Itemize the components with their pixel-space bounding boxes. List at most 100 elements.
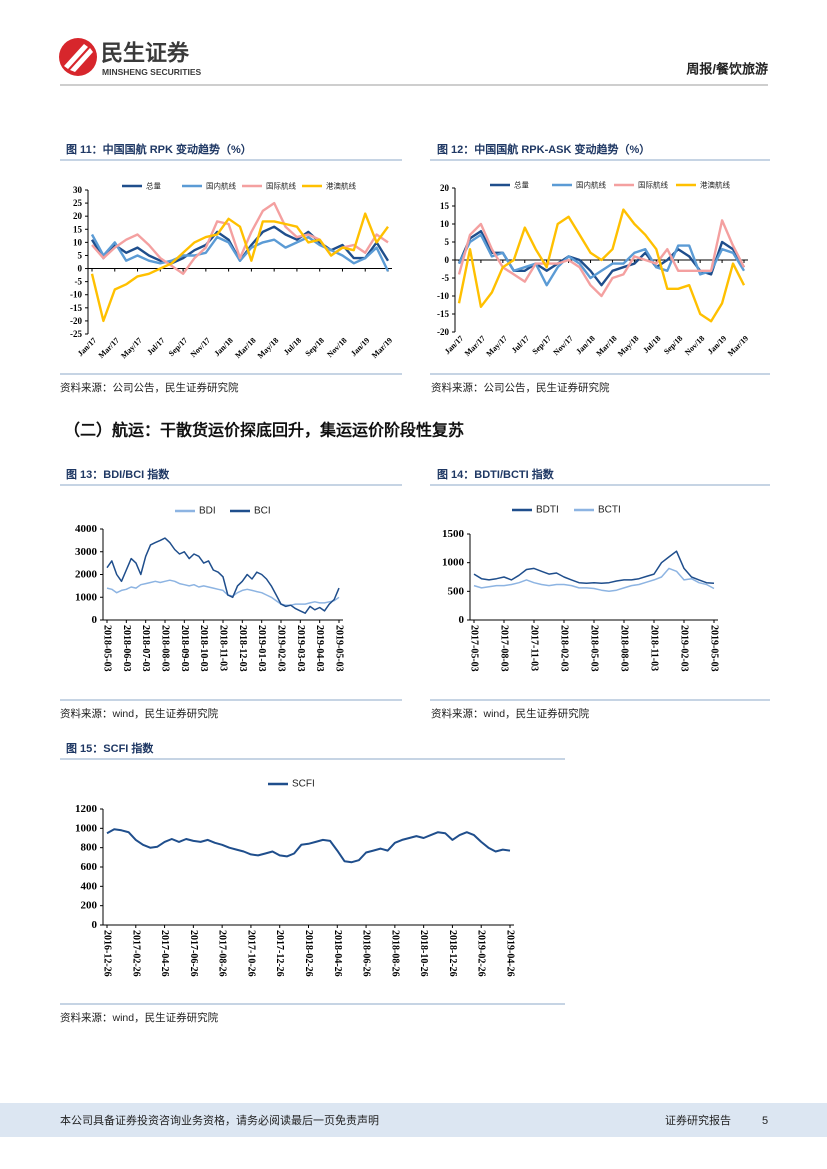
legend-label: BCI [254, 506, 271, 517]
x-tick-label: 2018-09-03 [179, 625, 190, 672]
series-line [457, 208, 746, 323]
y-tick-label: 200 [81, 900, 98, 912]
x-tick-label: 2019-02-03 [276, 625, 287, 672]
x-tick-label: 2018-07-03 [140, 625, 151, 672]
y-tick-label: -10 [437, 291, 449, 301]
x-tick-label: 2019-04-26 [505, 930, 516, 977]
y-tick-label: 5 [78, 250, 83, 260]
brand-en: MINSHENG SECURITIES [102, 67, 202, 77]
x-tick-label: 2019-02-26 [476, 930, 487, 977]
x-tick-label: 2019-01-03 [256, 625, 267, 672]
y-tick-label: 1200 [75, 803, 98, 815]
x-tick-label: 2019-03-03 [295, 625, 306, 672]
y-tick-label: 25 [73, 198, 83, 208]
chart-title: 图 12：中国国航 RPK-ASK 变动趋势（%） [437, 142, 650, 156]
y-tick-label: 10 [73, 237, 83, 247]
y-tick-label: -5 [442, 273, 450, 283]
x-tick-label: 2017-06-26 [188, 930, 199, 977]
footer-band [0, 1103, 827, 1137]
legend-label: 国内航线 [576, 180, 606, 190]
y-tick-label: 4000 [75, 523, 98, 535]
y-tick-label: 2000 [75, 569, 98, 581]
y-tick-label: 5 [445, 237, 450, 247]
y-tick-label: 3000 [75, 546, 98, 558]
y-tick-label: 0 [92, 919, 98, 931]
x-tick-label: 2019-02-03 [679, 625, 690, 672]
series-line [90, 212, 389, 323]
series-line [90, 233, 390, 272]
x-tick-label: 2016-12-26 [102, 930, 113, 977]
x-tick-label: 2019-05-03 [334, 625, 345, 672]
logo-stripes [64, 44, 93, 72]
legend-label: BDTI [536, 505, 559, 516]
x-tick-label: 2018-05-03 [102, 625, 113, 672]
x-tick-label: 2018-11-03 [218, 625, 229, 671]
x-tick-label: 2018-10-03 [198, 625, 209, 672]
y-tick-label: 0 [445, 255, 450, 265]
x-tick-label: 2017-10-26 [245, 930, 256, 977]
x-tick-label: 2018-06-26 [361, 930, 372, 977]
chart-title: 图 15：SCFI 指数 [66, 741, 154, 755]
y-tick-label: 0 [78, 264, 83, 274]
x-tick-label: 2018-05-03 [589, 625, 600, 672]
brand: 民生证券 [101, 41, 190, 66]
y-tick-label: 0 [92, 614, 98, 626]
legend-label: 国际航线 [638, 180, 668, 190]
x-tick-label: 2017-05-03 [469, 625, 480, 672]
section-label: 周报/餐饮旅游 [686, 62, 768, 77]
legend-label: SCFI [292, 779, 315, 790]
y-tick-label: 1000 [75, 822, 98, 834]
y-tick-label: 800 [81, 842, 98, 854]
chart-title: 图 14：BDTI/BCTI 指数 [437, 467, 555, 481]
y-tick-label: 0 [459, 614, 465, 626]
y-tick-label: 10 [440, 219, 450, 229]
chart-source: 资料来源：wind，民生证券研究院 [60, 1011, 219, 1024]
y-tick-label: 20 [73, 211, 83, 221]
y-tick-label: 15 [440, 201, 450, 211]
chart-source: 资料来源：公司公告，民生证券研究院 [60, 381, 239, 394]
x-tick-label: 2017-11-03 [529, 625, 540, 671]
y-tick-label: 500 [448, 585, 465, 597]
y-tick-label: 1500 [442, 528, 465, 540]
legend-label: 总量 [514, 180, 529, 190]
x-tick-label: 2019-04-03 [314, 625, 325, 672]
y-tick-label: -20 [70, 316, 82, 326]
x-tick-label: 2019-05-03 [709, 625, 720, 672]
series-line [457, 233, 746, 287]
footer-disclaimer: 本公司具备证券投资咨询业务资格，请务必阅读最后一页免责声明 [60, 1113, 379, 1127]
x-tick-label: 2018-02-26 [303, 930, 314, 977]
section-heading: （二）航运：干散货运价探底回升，集运运价阶段性复苏 [64, 421, 464, 440]
chart-title: 图 13：BDI/BCI 指数 [66, 467, 170, 481]
y-tick-label: -20 [437, 327, 449, 337]
x-tick-label: 2018-12-03 [237, 625, 248, 672]
legend-label: 港澳航线 [700, 180, 730, 190]
x-tick-label: 2018-06-03 [121, 625, 132, 672]
y-tick-label: 15 [73, 224, 83, 234]
chart-source: 资料来源：wind，民生证券研究院 [431, 707, 590, 720]
y-tick-label: -10 [70, 290, 82, 300]
y-tick-label: 600 [81, 861, 98, 873]
y-tick-label: -5 [75, 277, 83, 287]
y-tick-label: 30 [73, 185, 83, 195]
y-tick-label: -15 [70, 303, 82, 313]
series-line [473, 567, 715, 593]
series-line [457, 219, 746, 298]
x-tick-label: 2017-08-03 [499, 625, 510, 672]
x-tick-label: 2017-08-26 [217, 930, 228, 977]
x-tick-label: 2018-10-26 [418, 930, 429, 977]
legend-label: 国内航线 [206, 181, 236, 191]
x-tick-label: 2018-04-26 [332, 930, 343, 977]
footer-label: 证券研究报告 [665, 1113, 731, 1127]
x-tick-label: 2017-04-26 [159, 930, 170, 977]
chart-title: 图 11：中国国航 RPK 变动趋势（%） [66, 142, 252, 156]
y-tick-label: 1000 [442, 557, 465, 569]
legend-label: 港澳航线 [326, 181, 356, 191]
series-line [106, 828, 511, 864]
x-tick-label: 2018-11-03 [649, 625, 660, 671]
chart-source: 资料来源：wind，民生证券研究院 [60, 707, 219, 720]
legend-label: 总量 [146, 181, 161, 191]
page-number: 5 [762, 1115, 768, 1127]
chart-source: 资料来源：公司公告，民生证券研究院 [431, 381, 610, 394]
